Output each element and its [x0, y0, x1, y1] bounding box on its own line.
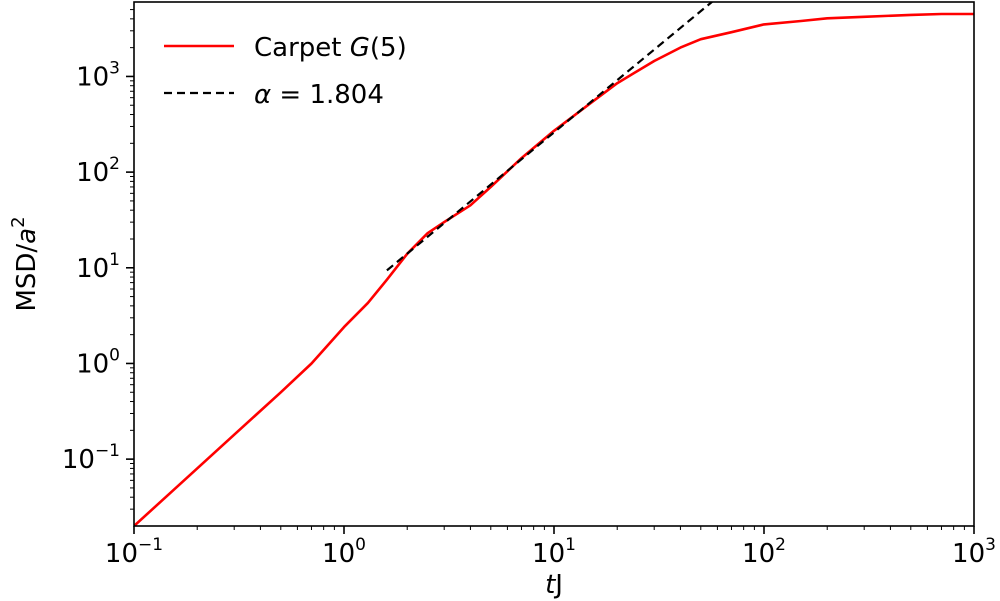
y-axis-label: MSD/a2 — [8, 216, 42, 311]
x-tick-label: 100 — [322, 535, 366, 569]
plot-area — [133, 1, 975, 527]
y-tick-label: 102 — [76, 154, 120, 188]
x-tick-label: 10−1 — [105, 535, 163, 569]
x-axis-label: tJ — [545, 570, 563, 600]
series-layer — [134, 2, 974, 526]
legend: Carpet G(5) α = 1.804 — [164, 33, 407, 110]
y-tick-label: 103 — [76, 58, 120, 92]
legend-label-carpet: Carpet G(5) — [254, 33, 407, 63]
x-tick-label: 101 — [532, 535, 576, 569]
y-tick-label: 101 — [76, 250, 120, 284]
y-tick-label: 10−1 — [62, 441, 120, 475]
fit-line-series — [386, 2, 714, 272]
ticks-layer: 10−1 100 101 102 103 10−1 100 101 102 103 — [62, 9, 996, 569]
legend-label-fit: α = 1.804 — [254, 80, 384, 110]
x-tick-label: 102 — [742, 535, 786, 569]
y-tick-label: 100 — [76, 345, 120, 379]
x-tick-label: 103 — [952, 535, 996, 569]
